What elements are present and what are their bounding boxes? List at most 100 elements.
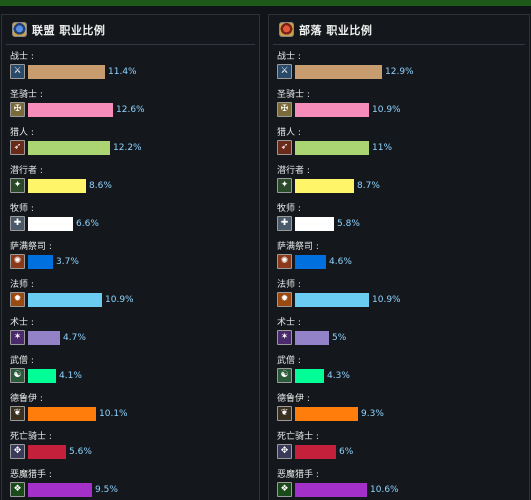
warrior-sword-icon: ⚔ [277, 64, 292, 79]
class-percent-label: 5% [332, 333, 347, 343]
class-percent-label: 10.6% [370, 485, 399, 495]
class-percent-bar [295, 255, 326, 269]
class-percent-label: 9.3% [361, 409, 384, 419]
alliance-class-row: 法师 : ✹ 10.9% [2, 279, 259, 317]
monk-staff-icon: ☯ [10, 368, 25, 383]
warrior-sword-icon: ⚔ [10, 64, 25, 79]
class-percent-label: 10.9% [105, 295, 134, 305]
horde-class-row: 法师 : ✹ 10.9% [269, 279, 529, 317]
class-percent-bar [28, 103, 113, 117]
horde-class-row: 死亡骑士 : ✥ 6% [269, 431, 529, 469]
shaman-totem-icon: ✺ [277, 254, 292, 269]
alliance-class-row: 战士 : ⚔ 11.4% [2, 51, 259, 89]
alliance-class-row: 牧师 : ✚ 6.6% [2, 203, 259, 241]
class-percent-bar [295, 483, 367, 497]
class-percent-label: 5.8% [337, 219, 360, 229]
alliance-class-row: 德鲁伊 : ❦ 10.1% [2, 393, 259, 431]
horde-class-row: 萨满祭司 : ✺ 4.6% [269, 241, 529, 279]
alliance-panel-title: 联盟 职业比例 [32, 23, 106, 37]
class-percent-bar [295, 369, 324, 383]
horde-class-row: 牧师 : ✚ 5.8% [269, 203, 529, 241]
alliance-class-row: 潜行者 : ✦ 8.6% [2, 165, 259, 203]
class-name: 猎人 : [277, 128, 301, 138]
class-percent-label: 4.7% [63, 333, 86, 343]
class-percent-bar [295, 407, 358, 421]
horde-class-row: 潜行者 : ✦ 8.7% [269, 165, 529, 203]
class-percent-bar [295, 65, 382, 79]
class-percent-bar [28, 445, 66, 459]
class-percent-label: 12.6% [116, 105, 145, 115]
class-percent-bar [28, 255, 53, 269]
paladin-hammer-icon: ✠ [10, 102, 25, 117]
alliance-class-row: 萨满祭司 : ✺ 3.7% [2, 241, 259, 279]
priest-staff-icon: ✚ [277, 216, 292, 231]
class-percent-label: 12.2% [113, 143, 142, 153]
horde-crest-icon [279, 22, 294, 37]
demonhunter-glaive-icon: ❖ [10, 482, 25, 497]
mage-fire-icon: ✹ [277, 292, 292, 307]
class-percent-label: 9.5% [95, 485, 118, 495]
class-percent-label: 3.7% [56, 257, 79, 267]
class-name: 术士 : [277, 318, 301, 328]
class-percent-bar [28, 331, 60, 345]
alliance-class-row: 恶魔猎手 : ❖ 9.5% [2, 469, 259, 500]
class-name: 萨满祭司 : [10, 242, 52, 252]
class-percent-bar [28, 141, 110, 155]
class-name: 武僧 : [10, 356, 34, 366]
class-name: 法师 : [10, 280, 34, 290]
class-percent-bar [28, 217, 73, 231]
alliance-class-row: 猎人 : ➶ 12.2% [2, 127, 259, 165]
hunter-bow-icon: ➶ [277, 140, 292, 155]
class-percent-bar [295, 179, 354, 193]
alliance-class-row: 死亡骑士 : ✥ 5.6% [2, 431, 259, 469]
class-percent-bar [28, 65, 105, 79]
class-percent-bar [295, 217, 334, 231]
class-percent-label: 4.6% [329, 257, 352, 267]
class-percent-bar [28, 369, 56, 383]
warlock-spell-icon: ✶ [10, 330, 25, 345]
alliance-panel-header: 联盟 职业比例 [6, 15, 255, 45]
horde-panel: 部落 职业比例 战士 : ⚔ 12.9% 圣骑士 : ✠ 10.9% 猎人 : ➶ 11% 潜行者… [268, 14, 530, 500]
priest-staff-icon: ✚ [10, 216, 25, 231]
demonhunter-glaive-icon: ❖ [277, 482, 292, 497]
horde-class-row: 德鲁伊 : ❦ 9.3% [269, 393, 529, 431]
class-name: 术士 : [10, 318, 34, 328]
class-percent-bar [295, 331, 329, 345]
class-percent-bar [295, 103, 369, 117]
class-percent-bar [28, 407, 96, 421]
alliance-class-row: 术士 : ✶ 4.7% [2, 317, 259, 355]
class-percent-label: 4.1% [59, 371, 82, 381]
horde-class-row: 猎人 : ➶ 11% [269, 127, 529, 165]
horde-panel-header: 部落 职业比例 [273, 15, 525, 45]
monk-staff-icon: ☯ [277, 368, 292, 383]
class-percent-label: 6.6% [76, 219, 99, 229]
alliance-crest-icon [12, 22, 27, 37]
class-percent-bar [28, 293, 102, 307]
class-percent-label: 8.7% [357, 181, 380, 191]
class-name: 猎人 : [10, 128, 34, 138]
class-name: 潜行者 : [277, 166, 310, 176]
class-percent-label: 6% [339, 447, 354, 457]
class-percent-label: 10.9% [372, 295, 401, 305]
class-percent-bar [28, 179, 86, 193]
class-percent-label: 5.6% [69, 447, 92, 457]
druid-claw-icon: ❦ [277, 406, 292, 421]
alliance-class-row: 圣骑士 : ✠ 12.6% [2, 89, 259, 127]
deathknight-rune-icon: ✥ [10, 444, 25, 459]
warlock-spell-icon: ✶ [277, 330, 292, 345]
shaman-totem-icon: ✺ [10, 254, 25, 269]
class-name: 战士 : [10, 52, 34, 62]
horde-class-row: 武僧 : ☯ 4.3% [269, 355, 529, 393]
class-name: 死亡骑士 : [10, 432, 52, 442]
class-name: 法师 : [277, 280, 301, 290]
rogue-dagger-icon: ✦ [277, 178, 292, 193]
rogue-dagger-icon: ✦ [10, 178, 25, 193]
class-percent-label: 4.3% [327, 371, 350, 381]
horde-panel-title: 部落 职业比例 [299, 23, 373, 37]
class-name: 恶魔猎手 : [277, 470, 319, 480]
class-name: 牧师 : [277, 204, 301, 214]
class-name: 德鲁伊 : [10, 394, 43, 404]
horde-class-row: 术士 : ✶ 5% [269, 317, 529, 355]
class-percent-label: 10.9% [372, 105, 401, 115]
